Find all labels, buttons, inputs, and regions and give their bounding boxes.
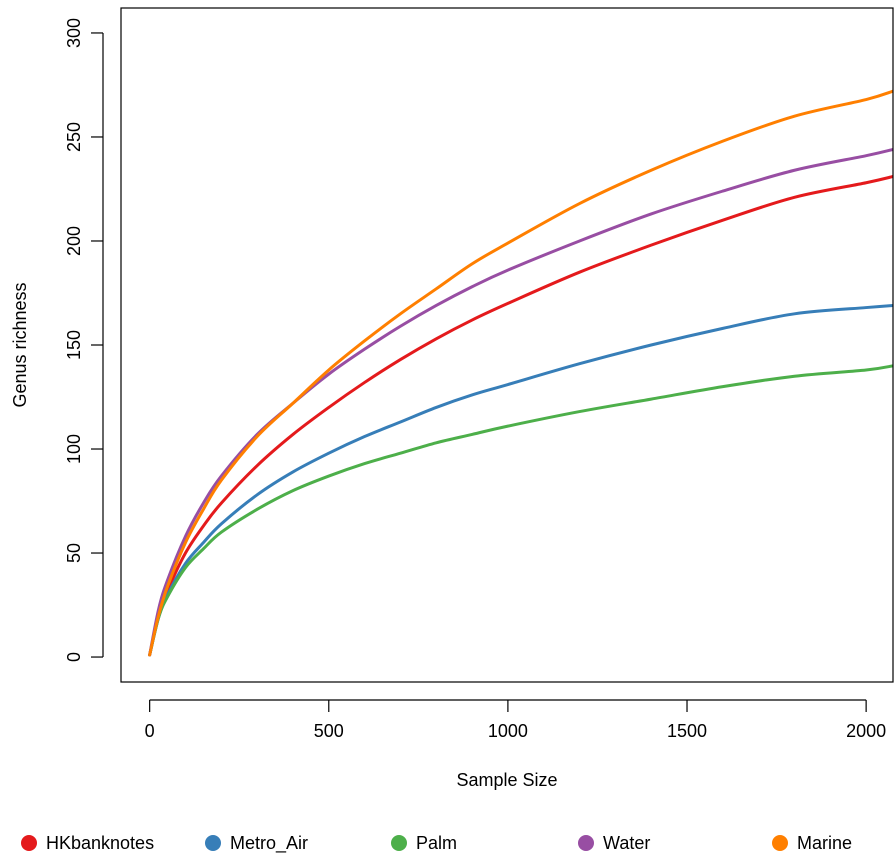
series-line-marine: [148, 89, 893, 657]
legend-label: Water: [603, 833, 650, 853]
series-line-water: [148, 147, 893, 657]
y-tick-label: 0: [64, 652, 84, 662]
x-axis: 0 500 1000 1500 2000: [145, 699, 886, 741]
x-tick-label: 500: [314, 721, 344, 741]
x-tick-label: 0: [145, 721, 155, 741]
legend-label: Palm: [416, 833, 457, 853]
legend-label: Metro_Air: [230, 833, 308, 854]
y-tick-label: 100: [64, 434, 84, 464]
legend-label: Marine: [797, 833, 852, 853]
y-tick-label: 50: [64, 543, 84, 563]
legend-marker-marine: [772, 835, 788, 851]
plot-frame: [120, 7, 894, 683]
x-axis-title: Sample Size: [456, 770, 557, 790]
series-line-palm: [148, 364, 893, 657]
legend-marker-palm: [391, 835, 407, 851]
plot-lines: [148, 89, 893, 657]
legend-marker-hkbanknotes: [21, 835, 37, 851]
legend-marker-metro-air: [205, 835, 221, 851]
y-tick-label: 150: [64, 330, 84, 360]
y-axis: 0 50 100 150 200 250 300: [64, 18, 104, 662]
y-tick-label: 250: [64, 122, 84, 152]
x-tick-label: 2000: [846, 721, 886, 741]
x-tick-label: 1500: [667, 721, 707, 741]
legend-label: HKbanknotes: [46, 833, 154, 853]
y-tick-label: 300: [64, 18, 84, 48]
series-line-metro-air: [148, 303, 893, 657]
y-axis-title: Genus richness: [10, 282, 30, 407]
series-line-hkbanknotes: [148, 175, 893, 657]
y-tick-label: 200: [64, 226, 84, 256]
legend: HKbanknotes Metro_Air Palm Water Marine: [21, 833, 852, 854]
x-tick-label: 1000: [488, 721, 528, 741]
legend-marker-water: [578, 835, 594, 851]
